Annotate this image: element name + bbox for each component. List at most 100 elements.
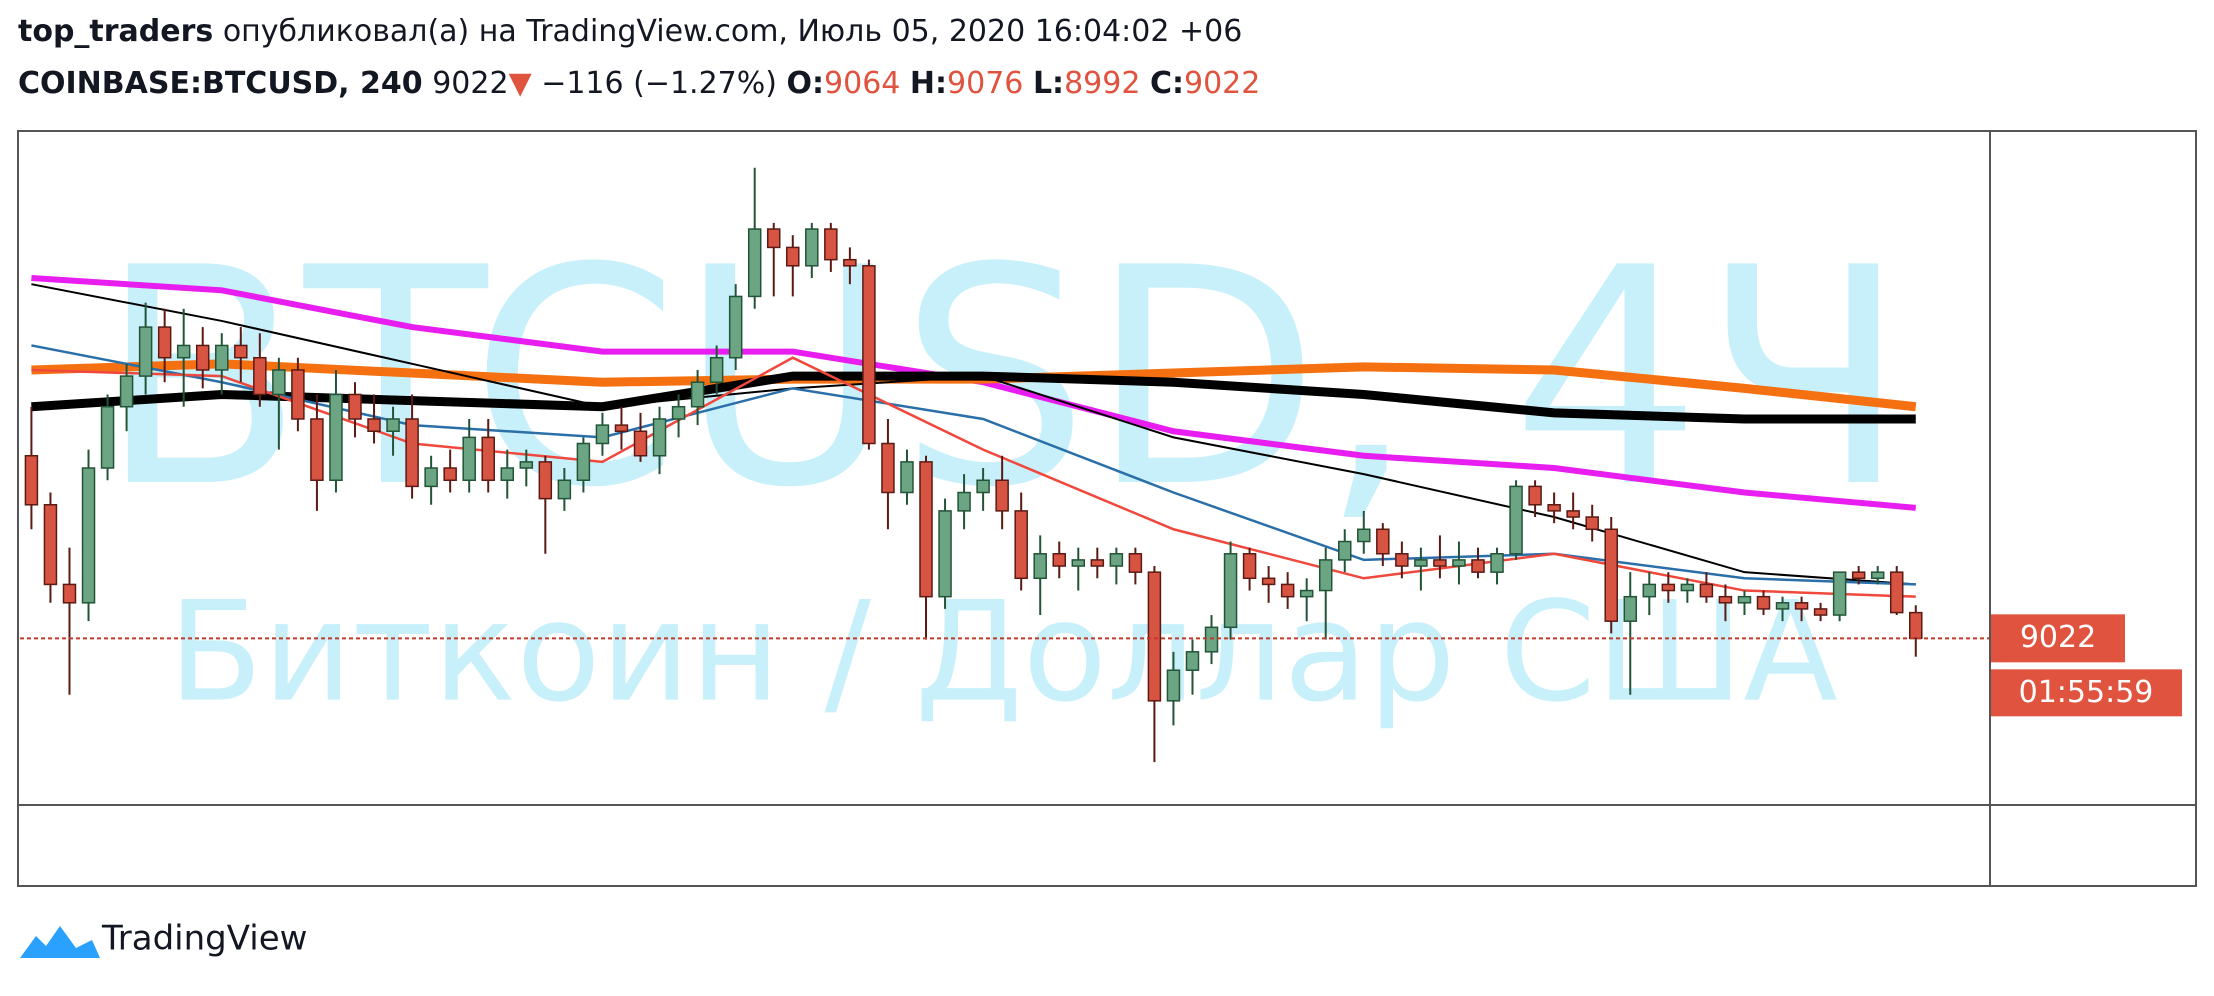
candle-body <box>1870 571 1885 580</box>
candle-body <box>1623 595 1638 622</box>
candle-body <box>652 418 667 457</box>
high-label: H: <box>909 66 948 101</box>
candle-body <box>938 510 952 598</box>
candle-body <box>1547 504 1561 512</box>
footer: TradingView <box>20 919 307 959</box>
candle-body <box>1566 510 1580 518</box>
candle-body <box>424 467 438 488</box>
candle-body <box>633 430 648 457</box>
candle-body <box>481 436 495 482</box>
candle-body <box>1642 583 1657 598</box>
candle-body <box>119 375 134 408</box>
candle-body <box>1471 559 1485 573</box>
candle-body <box>1033 553 1047 580</box>
logo-icon <box>20 926 100 958</box>
candle-body <box>1318 559 1333 592</box>
candle-body <box>1109 553 1124 567</box>
candle-body <box>24 454 39 506</box>
candle-body <box>43 504 58 586</box>
candle-body <box>291 369 305 420</box>
candle-body <box>843 258 857 267</box>
candle-body <box>1604 528 1618 622</box>
candle-body <box>595 424 610 445</box>
candle-body <box>1585 516 1599 531</box>
candle-body <box>1338 540 1352 561</box>
candle-body <box>138 326 153 377</box>
last: 9022 <box>432 66 509 101</box>
candle-body <box>1699 583 1714 598</box>
candle-body <box>234 344 248 359</box>
candle-body <box>215 344 229 371</box>
candle-body <box>1414 559 1428 567</box>
candle-body <box>1680 583 1695 592</box>
candle-body <box>1909 611 1923 640</box>
header-line-1: top_traders опубликовал(а) на TradingVie… <box>18 14 1242 49</box>
published: опубликовал(а) на TradingView.com, Июль … <box>222 14 1243 49</box>
candles <box>24 167 1923 763</box>
candle-body <box>462 436 476 482</box>
candle-body <box>1071 559 1086 567</box>
candle-body <box>976 479 990 494</box>
candle-body <box>253 356 267 396</box>
high-value: 9076 <box>947 66 1024 101</box>
candle-body <box>1718 595 1733 604</box>
candle-body <box>1052 553 1066 567</box>
candle-body <box>576 442 591 482</box>
candle-body <box>747 228 762 298</box>
candle-body <box>1452 559 1466 567</box>
axes: 9022 01:55:59 <box>20 614 2182 717</box>
low-value: 8992 <box>1064 66 1141 101</box>
candle-body <box>500 467 515 482</box>
candle-body <box>1261 577 1276 586</box>
last-price-tag <box>1991 614 2125 663</box>
candle-body <box>557 479 572 500</box>
candle-body <box>367 418 381 432</box>
candle-body <box>329 393 343 482</box>
candle-body <box>1376 528 1390 555</box>
candle-body <box>176 344 191 359</box>
candle-body <box>1185 651 1200 671</box>
candle-body <box>386 418 400 432</box>
candle-body <box>1090 559 1105 567</box>
candle-body <box>862 265 876 445</box>
candle-body <box>1242 553 1257 580</box>
candle-body <box>1204 626 1219 653</box>
candle-body <box>1223 553 1238 629</box>
candle-body <box>1661 583 1676 592</box>
candle-body <box>405 418 419 488</box>
candle-body <box>957 491 971 512</box>
candle-body <box>1813 608 1828 616</box>
candle-body <box>348 393 362 420</box>
candle-body <box>157 326 172 359</box>
candle-body <box>100 405 115 469</box>
chart-border <box>17 130 2197 887</box>
close-label: C: <box>1149 66 1184 101</box>
candle-body <box>805 228 819 267</box>
candle-body <box>1851 571 1866 580</box>
brand: TradingView <box>101 919 307 959</box>
header-line-2: COINBASE:BTCUSD, 240 9022▼ −116 (−1.27%)… <box>18 66 1260 101</box>
candle-body <box>786 246 800 267</box>
candle-body <box>519 461 534 469</box>
candle-body <box>1357 528 1371 543</box>
open-value: 9064 <box>824 66 901 101</box>
candle-body <box>919 461 933 598</box>
candle-body <box>1490 553 1504 573</box>
watermark-subtitle: Биткоин / Доллар США <box>168 572 1838 733</box>
direction: ▼ <box>508 66 532 101</box>
candle-body <box>1832 571 1847 616</box>
candle-body <box>1528 485 1542 506</box>
close-value: 9022 <box>1183 66 1261 101</box>
candle-body <box>709 356 724 383</box>
chart: BTCUSD, 4Ч Биткоин / Доллар США 902201:5… <box>17 130 2197 887</box>
candle-body <box>1794 602 1809 610</box>
candle-body <box>538 461 553 500</box>
open-label: O: <box>786 66 825 101</box>
candle-body <box>1014 510 1028 580</box>
candle-body <box>995 479 1009 512</box>
candle-body <box>310 418 324 482</box>
candle-body <box>671 405 686 420</box>
candle-body <box>443 467 457 482</box>
countdown-tag <box>1991 669 2182 717</box>
